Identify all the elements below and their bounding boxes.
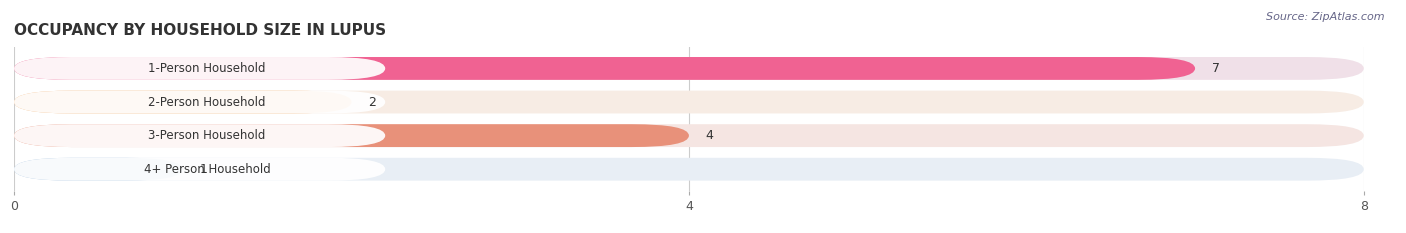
FancyBboxPatch shape [14, 124, 689, 147]
FancyBboxPatch shape [14, 91, 1364, 113]
Text: 2: 2 [368, 96, 377, 109]
Text: 3-Person Household: 3-Person Household [149, 129, 266, 142]
FancyBboxPatch shape [14, 124, 385, 147]
Text: 4+ Person Household: 4+ Person Household [143, 163, 270, 176]
Text: 4: 4 [706, 129, 714, 142]
Text: Source: ZipAtlas.com: Source: ZipAtlas.com [1267, 12, 1385, 22]
Text: 1-Person Household: 1-Person Household [148, 62, 266, 75]
FancyBboxPatch shape [14, 91, 385, 113]
FancyBboxPatch shape [14, 124, 1364, 147]
Text: 1: 1 [200, 163, 208, 176]
Text: 2-Person Household: 2-Person Household [148, 96, 266, 109]
FancyBboxPatch shape [14, 91, 352, 113]
FancyBboxPatch shape [14, 57, 385, 80]
FancyBboxPatch shape [14, 57, 1195, 80]
FancyBboxPatch shape [14, 158, 1364, 181]
FancyBboxPatch shape [14, 158, 183, 181]
Text: 7: 7 [1212, 62, 1220, 75]
FancyBboxPatch shape [14, 57, 1364, 80]
FancyBboxPatch shape [14, 158, 385, 181]
Text: OCCUPANCY BY HOUSEHOLD SIZE IN LUPUS: OCCUPANCY BY HOUSEHOLD SIZE IN LUPUS [14, 24, 387, 38]
